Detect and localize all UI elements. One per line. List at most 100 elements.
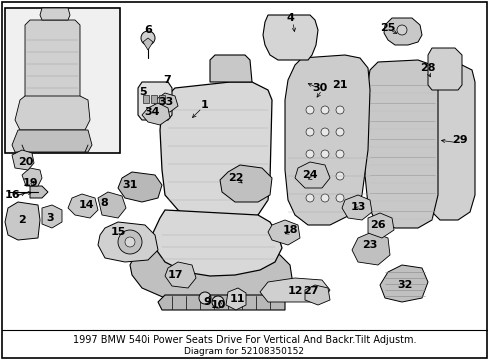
Text: 23: 23 [362,240,377,250]
Text: 16: 16 [4,190,20,200]
Text: 7: 7 [163,75,170,85]
Text: 24: 24 [302,170,317,180]
Polygon shape [351,232,389,265]
Circle shape [212,296,224,308]
Circle shape [305,106,313,114]
Text: 30: 30 [312,83,327,93]
Polygon shape [285,55,369,225]
Polygon shape [209,55,251,82]
Polygon shape [364,60,437,228]
Polygon shape [98,222,158,262]
Bar [142,95,149,103]
Polygon shape [22,168,42,186]
Text: 31: 31 [122,180,138,190]
Text: 13: 13 [349,202,365,212]
Circle shape [320,128,328,136]
Circle shape [335,150,343,158]
Circle shape [199,292,210,304]
Polygon shape [142,103,170,125]
Text: 14: 14 [79,200,95,210]
Text: 26: 26 [369,220,385,230]
Text: Diagram for 52108350152: Diagram for 52108350152 [184,347,304,356]
Polygon shape [429,65,474,220]
Text: 17: 17 [167,270,183,280]
Text: 9: 9 [203,297,210,307]
Polygon shape [294,162,329,188]
Circle shape [320,194,328,202]
Circle shape [305,128,313,136]
Text: 22: 22 [228,173,243,183]
Polygon shape [30,186,48,198]
Polygon shape [130,248,291,302]
Text: 2: 2 [18,215,26,225]
Polygon shape [305,285,329,305]
Text: 10: 10 [210,300,225,310]
Text: 27: 27 [303,286,318,296]
Text: 34: 34 [144,107,160,117]
Circle shape [335,128,343,136]
Polygon shape [98,192,126,218]
Polygon shape [267,220,299,245]
Text: 6: 6 [144,25,152,35]
Text: 20: 20 [18,157,34,167]
Text: 12: 12 [286,286,302,296]
Text: 32: 32 [397,280,412,290]
Polygon shape [379,265,427,302]
Polygon shape [15,96,90,130]
Polygon shape [160,82,271,224]
Polygon shape [158,295,285,310]
Polygon shape [12,130,92,152]
Circle shape [141,31,155,45]
Text: 19: 19 [22,178,38,188]
Polygon shape [42,205,62,228]
Polygon shape [142,38,153,50]
Polygon shape [164,262,196,288]
Polygon shape [118,172,162,202]
Polygon shape [427,48,461,90]
Polygon shape [260,278,329,302]
Circle shape [320,106,328,114]
Text: 3: 3 [46,213,54,223]
Text: 29: 29 [451,135,467,145]
Circle shape [320,172,328,180]
Circle shape [118,230,142,254]
Polygon shape [341,195,371,220]
Bar [151,95,157,103]
Circle shape [305,150,313,158]
Polygon shape [154,93,178,112]
Text: 21: 21 [331,80,347,90]
Text: 11: 11 [229,294,244,304]
Polygon shape [12,150,34,170]
Polygon shape [367,213,393,238]
Polygon shape [40,8,70,20]
Text: 18: 18 [282,225,297,235]
Text: 5: 5 [139,87,146,97]
Circle shape [335,194,343,202]
Circle shape [305,194,313,202]
Circle shape [320,150,328,158]
Polygon shape [138,82,172,120]
Polygon shape [25,20,80,105]
Circle shape [335,172,343,180]
Circle shape [125,237,135,247]
Polygon shape [225,288,245,310]
Bar [159,95,164,103]
Text: 25: 25 [380,23,395,33]
Text: 28: 28 [419,63,435,73]
Text: 15: 15 [110,227,125,237]
Polygon shape [263,15,317,60]
Circle shape [305,172,313,180]
Circle shape [396,25,406,35]
Polygon shape [383,18,421,45]
Polygon shape [68,194,98,218]
Polygon shape [5,202,40,240]
Text: 4: 4 [285,13,293,23]
Circle shape [335,106,343,114]
Polygon shape [220,165,271,202]
Text: 8: 8 [100,198,108,208]
Text: 1: 1 [201,100,208,110]
Text: 33: 33 [158,97,173,107]
Bar [5,8,120,153]
Text: 1997 BMW 540i Power Seats Drive For Vertical And Backr.Tilt Adjustm.: 1997 BMW 540i Power Seats Drive For Vert… [73,335,415,345]
Polygon shape [152,210,282,276]
